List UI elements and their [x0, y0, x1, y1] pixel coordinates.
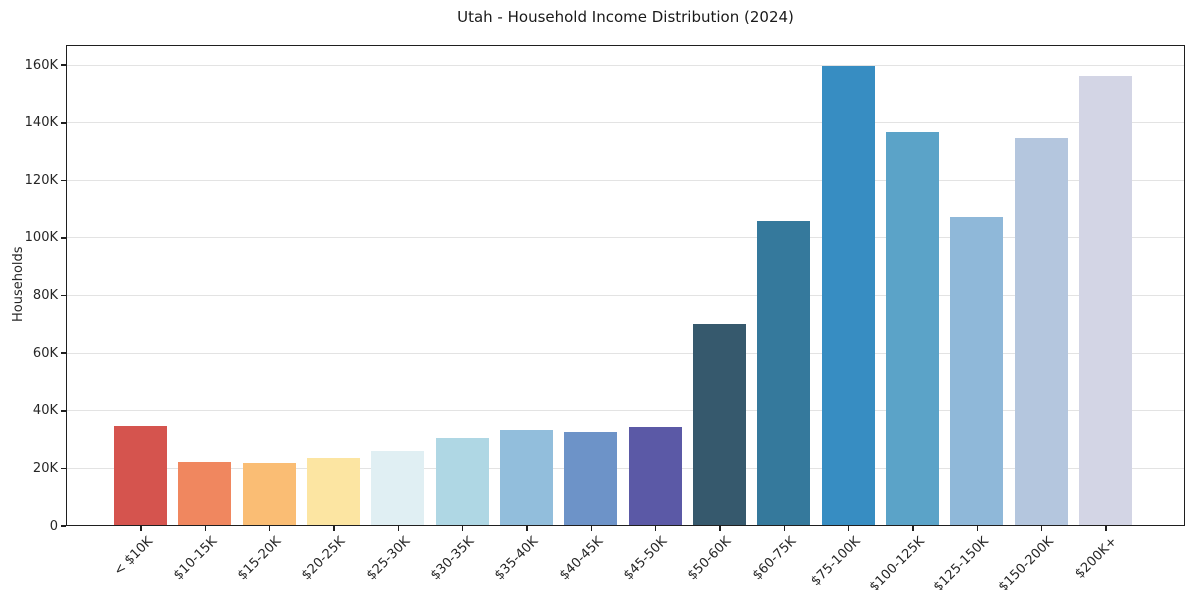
- bar-45-50k: [628, 427, 682, 525]
- x-tick-mark: [654, 526, 657, 531]
- x-tick-label-60-75k: $60-75K: [749, 534, 799, 584]
- y-tick-mark: [61, 294, 66, 297]
- y-tick-mark: [61, 525, 66, 527]
- bar-100-125k: [886, 131, 939, 525]
- bar-125-150k: [950, 216, 1004, 525]
- x-tick-mark: [397, 526, 400, 531]
- x-tick-mark: [333, 526, 335, 531]
- x-tick-label-45-50k: $45-50K: [621, 534, 671, 584]
- y-tick-mark: [61, 467, 66, 470]
- bar-15-20k: [242, 462, 296, 525]
- x-tick-mark: [847, 526, 850, 531]
- gridline-140k: [67, 122, 1184, 124]
- bar-40-45k: [564, 431, 618, 525]
- x-tick-mark: [461, 526, 464, 531]
- x-tick-label-75-100k: $75-100K: [808, 534, 864, 590]
- y-tick-label-160k: 160K: [24, 57, 58, 73]
- x-tick-label-125-150k: $125-150K: [931, 534, 992, 590]
- x-tick-label-30-35k: $30-35K: [428, 534, 478, 584]
- bar-75-100k: [821, 66, 875, 525]
- x-tick-label-10-15k: $10-15K: [170, 534, 220, 584]
- x-tick-mark: [1040, 526, 1043, 531]
- x-tick-label-10k: < $10K: [110, 534, 156, 579]
- bar-35-40k: [500, 430, 553, 525]
- gridline-40k: [67, 410, 1184, 412]
- x-tick-mark: [590, 526, 593, 531]
- x-tick-mark: [912, 526, 914, 531]
- gridline-80k: [67, 295, 1184, 297]
- bar-50-60k: [693, 324, 746, 525]
- plot-area: [66, 45, 1185, 526]
- gridline-120k: [67, 179, 1184, 181]
- x-tick-label-200k+: $200K+: [1072, 534, 1121, 582]
- x-tick-label-25-30k: $25-30K: [363, 534, 413, 584]
- gridline-60k: [67, 352, 1184, 354]
- y-tick-label-140k: 140K: [24, 115, 58, 131]
- gridline-160k: [67, 64, 1184, 66]
- bar-10k: [114, 425, 167, 525]
- x-tick-label-20-25k: $20-25K: [299, 534, 349, 584]
- bar-60-75k: [757, 220, 811, 525]
- bar-150-200k: [1014, 138, 1068, 525]
- x-tick-mark: [268, 526, 271, 531]
- y-tick-mark: [61, 410, 66, 412]
- bar-20-25k: [307, 458, 360, 525]
- y-tick-label-60k: 60K: [32, 345, 58, 361]
- y-tick-label-120k: 120K: [24, 172, 58, 188]
- x-tick-label-15-20k: $15-20K: [235, 534, 285, 584]
- y-tick-label-100k: 100K: [24, 230, 58, 246]
- gridline-20k: [67, 467, 1184, 469]
- x-tick-mark: [1105, 526, 1107, 531]
- x-tick-label-150-200k: $150-200K: [995, 534, 1057, 590]
- x-tick-label-100-125k: $100-125K: [866, 534, 928, 590]
- x-tick-mark: [140, 526, 142, 531]
- x-tick-mark: [526, 526, 528, 531]
- y-axis-label: Households: [11, 246, 26, 322]
- x-tick-label-40-45k: $40-45K: [556, 534, 606, 584]
- y-tick-label-40k: 40K: [32, 403, 58, 419]
- y-tick-label-20k: 20K: [32, 460, 58, 476]
- y-tick-mark: [61, 122, 66, 124]
- x-tick-mark: [783, 526, 786, 531]
- bar-10-15k: [178, 461, 232, 525]
- y-tick-label-0: 0: [49, 518, 58, 534]
- y-tick-mark: [61, 179, 66, 182]
- y-tick-mark: [61, 64, 66, 66]
- x-tick-mark: [204, 526, 207, 531]
- bar-30-35k: [435, 438, 489, 525]
- x-tick-mark: [976, 526, 979, 531]
- bar-25-30k: [371, 450, 425, 525]
- x-tick-label-50-60k: $50-60K: [685, 534, 735, 584]
- bar-200k+: [1079, 75, 1132, 525]
- chart-title: Utah - Household Income Distribution (20…: [457, 8, 794, 26]
- x-tick-mark: [719, 526, 721, 531]
- x-tick-label-35-40k: $35-40K: [492, 534, 542, 584]
- gridline-100k: [67, 237, 1184, 239]
- y-tick-label-80k: 80K: [32, 288, 58, 304]
- y-tick-mark: [61, 352, 66, 354]
- y-tick-mark: [61, 237, 66, 239]
